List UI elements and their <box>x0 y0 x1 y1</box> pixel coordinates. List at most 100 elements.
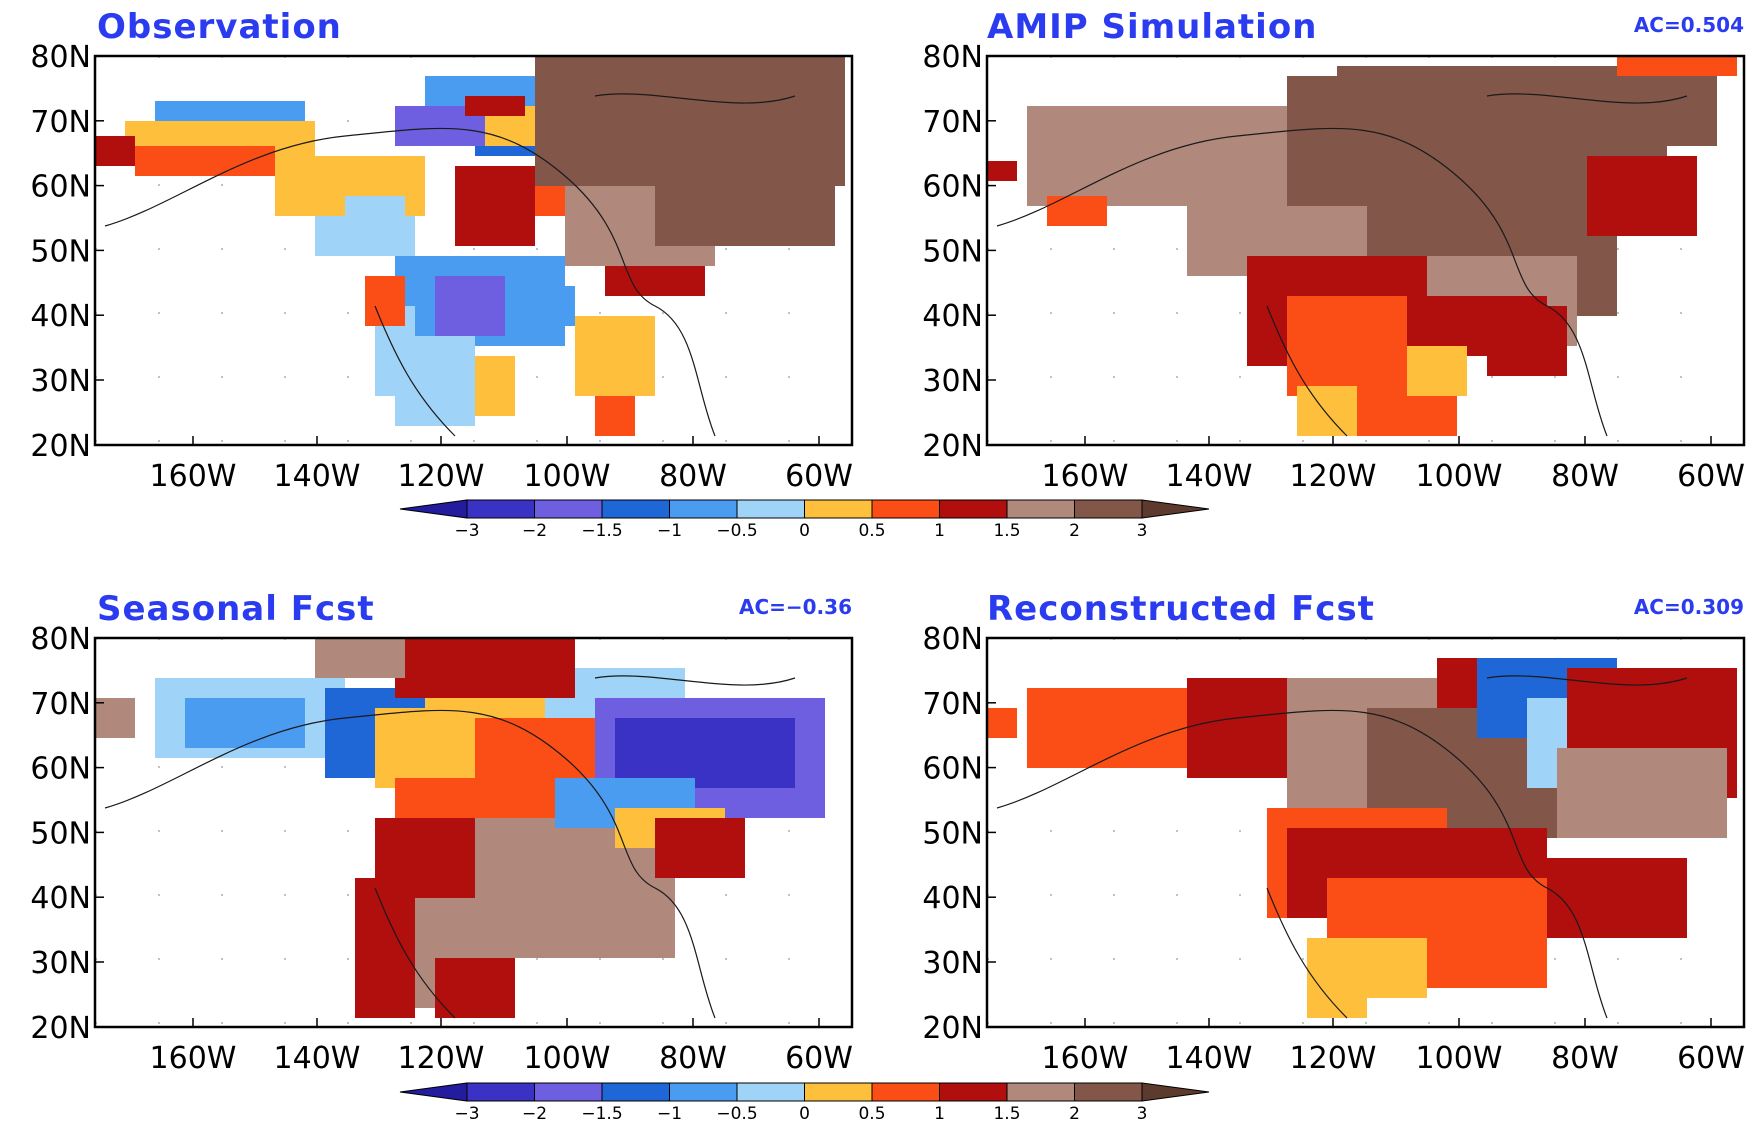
colorbar-label: 1.5 <box>993 521 1020 541</box>
colorbar-segment <box>871 1082 940 1102</box>
lon-tick-label: 120W <box>398 1041 485 1076</box>
anomaly-cell-block <box>455 166 535 246</box>
panel-title: Observation <box>97 7 342 47</box>
anomaly-cell-block <box>465 96 525 116</box>
lat-tick-label: 30N <box>922 364 983 399</box>
panel-seasonal-fcst <box>93 636 854 1029</box>
lat-tick-label: 30N <box>30 946 91 981</box>
panel-ac: AC=−0.36 <box>739 595 852 619</box>
lon-tick-label: 60W <box>1677 459 1745 494</box>
lat-tick-label: 20N <box>922 1011 983 1046</box>
lon-tick-label: 160W <box>150 459 237 494</box>
lon-tick-label: 80W <box>1551 459 1619 494</box>
anomaly-cell-block <box>615 718 795 788</box>
coastline <box>104 93 796 437</box>
anomaly-cell-block <box>987 708 1017 738</box>
lat-tick-label: 80N <box>30 40 91 75</box>
colorbar-segment <box>736 499 805 519</box>
panel-title: Seasonal Fcst <box>97 589 375 629</box>
lon-tick-label: 100W <box>1416 1041 1503 1076</box>
anomaly-cell-block <box>595 396 635 436</box>
colorbar-label: 0 <box>799 1104 810 1124</box>
lat-tick-label: 80N <box>922 40 983 75</box>
panel-title: Reconstructed Fcst <box>987 589 1375 629</box>
anomaly-cell-block <box>155 101 305 121</box>
anomaly-cell-block <box>185 698 305 748</box>
lat-tick-label: 50N <box>30 234 91 269</box>
colorbar-label: 0.5 <box>858 521 885 541</box>
colorbar-label: 3 <box>1137 521 1148 541</box>
lon-tick-label: 140W <box>274 1041 361 1076</box>
colorbar-segment <box>1074 499 1143 519</box>
lon-tick-label: 140W <box>1166 459 1253 494</box>
anomaly-cell-block <box>515 286 575 326</box>
lat-tick-label: 50N <box>30 816 91 851</box>
lat-tick-label: 20N <box>922 429 983 464</box>
coastline <box>104 675 796 1019</box>
panel-amip-simulation <box>985 54 1746 447</box>
colorbar-arrow-left <box>399 1082 468 1102</box>
colorbar-segment <box>534 499 603 519</box>
anomaly-cell-block <box>355 878 415 1018</box>
colorbar-label: −1 <box>657 521 682 541</box>
anomaly-cell-block <box>575 316 655 396</box>
lat-tick-label: 40N <box>30 299 91 334</box>
colorbar-segment <box>669 1082 738 1102</box>
lon-tick-label: 160W <box>150 1041 237 1076</box>
colorbar-label: 0 <box>799 521 810 541</box>
colorbar-label: 1.5 <box>993 1104 1020 1124</box>
lat-tick-label: 20N <box>30 1011 91 1046</box>
lat-tick-label: 40N <box>30 881 91 916</box>
lat-tick-label: 80N <box>30 622 91 657</box>
colorbar-segment <box>736 1082 805 1102</box>
lat-tick-label: 70N <box>30 687 91 722</box>
colorbar-segment <box>601 499 670 519</box>
colorbar-label: −2 <box>522 521 547 541</box>
colorbar-label: 1 <box>934 521 945 541</box>
anomaly-cell-block <box>1557 748 1727 838</box>
coastline <box>996 675 1688 1019</box>
land-anomaly-field <box>95 638 825 1019</box>
anomaly-cell-block <box>395 336 475 426</box>
lat-tick-label: 60N <box>30 170 91 205</box>
lat-tick-label: 40N <box>922 881 983 916</box>
colorbar-arrow-right <box>1141 499 1210 519</box>
colorbar-arrow-right <box>1141 1082 1210 1102</box>
lon-tick-label: 60W <box>785 459 853 494</box>
colorbar-segment <box>804 499 873 519</box>
panel-ac: AC=0.309 <box>1634 595 1744 619</box>
colorbar-label: 2 <box>1069 521 1080 541</box>
anomaly-cell-block <box>435 276 505 336</box>
colorbar-segment <box>534 1082 603 1102</box>
lon-tick-label: 160W <box>1042 1041 1129 1076</box>
lon-tick-label: 60W <box>1677 1041 1745 1076</box>
colorbar-segment <box>939 499 1008 519</box>
anomaly-cell-block <box>1587 156 1697 236</box>
anomaly-cell-block <box>1047 196 1107 226</box>
colorbar-segment <box>804 1082 873 1102</box>
colorbar-segment <box>939 1082 1008 1102</box>
colorbar-segment <box>871 499 940 519</box>
anomaly-cell-block <box>1547 858 1687 938</box>
colorbar-label: −1.5 <box>581 521 622 541</box>
colorbar-label: −1 <box>657 1104 682 1124</box>
lon-tick-label: 100W <box>524 459 611 494</box>
colorbar-label: 0.5 <box>858 1104 885 1124</box>
anomaly-cell-block <box>435 958 515 1018</box>
lon-tick-label: 80W <box>1551 1041 1619 1076</box>
anomaly-cell-block <box>535 56 845 186</box>
anomaly-cell-block <box>395 638 575 698</box>
anomaly-cell-block <box>1407 346 1467 396</box>
colorbar-label: −0.5 <box>716 521 757 541</box>
lat-tick-label: 20N <box>30 429 91 464</box>
colorbar-segment <box>1074 1082 1143 1102</box>
lon-tick-label: 80W <box>659 1041 727 1076</box>
anomaly-cell-block <box>95 698 135 738</box>
lon-tick-label: 120W <box>1290 459 1377 494</box>
lat-tick-label: 70N <box>30 105 91 140</box>
anomaly-cell-block <box>135 146 275 176</box>
panel-title: AMIP Simulation <box>987 7 1317 47</box>
lon-tick-label: 160W <box>1042 459 1129 494</box>
